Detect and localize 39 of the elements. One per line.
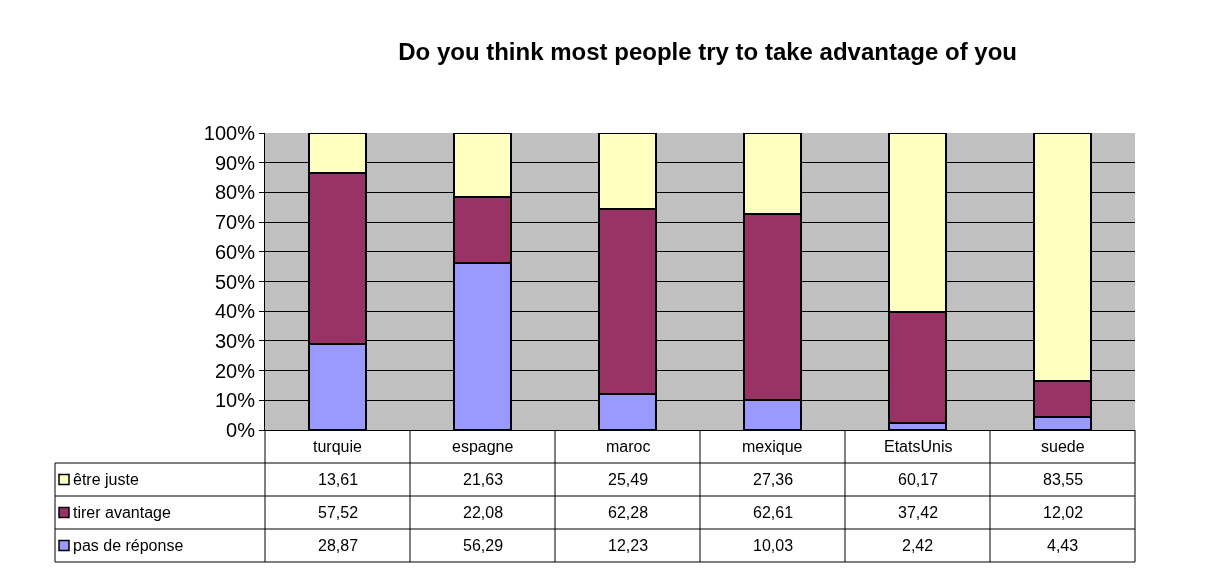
data-label: 2,42 bbox=[902, 537, 934, 554]
x-tick-label: maroc bbox=[606, 438, 651, 455]
y-tick-label: 100% bbox=[203, 122, 256, 144]
legend-label: être juste bbox=[73, 471, 139, 488]
data-label: 57,52 bbox=[318, 504, 359, 521]
legend-label: pas de réponse bbox=[73, 537, 184, 554]
y-tick-label: 20% bbox=[214, 359, 256, 382]
data-label: 10,03 bbox=[753, 537, 794, 554]
data-label: 60,17 bbox=[898, 471, 939, 488]
data-label: 4,43 bbox=[1047, 537, 1079, 554]
data-label: 62,61 bbox=[753, 504, 794, 521]
data-label: 22,08 bbox=[463, 504, 504, 521]
y-tick-label: 10% bbox=[214, 389, 256, 412]
data-label: 37,42 bbox=[898, 504, 939, 521]
x-tick-label: mexique bbox=[742, 438, 803, 455]
legend-label: tirer avantage bbox=[73, 504, 171, 521]
data-label: 13,61 bbox=[318, 471, 359, 488]
y-tick-label: 80% bbox=[214, 181, 256, 204]
data-label: 27,36 bbox=[753, 471, 794, 488]
x-tick-label: turquie bbox=[313, 438, 363, 455]
data-label: 12,02 bbox=[1043, 504, 1084, 521]
data-label: 28,87 bbox=[318, 537, 359, 554]
y-tick-label: 0% bbox=[226, 419, 256, 441]
data-label: 56,29 bbox=[463, 537, 504, 554]
y-tick-label: 30% bbox=[214, 329, 256, 352]
y-tick-label: 90% bbox=[214, 151, 256, 174]
data-label: 62,28 bbox=[608, 504, 649, 521]
y-tick-label: 60% bbox=[214, 240, 256, 263]
x-tick-label: EtatsUnis bbox=[884, 438, 953, 455]
y-tick-label: 50% bbox=[214, 270, 256, 293]
chart-title: Do you think most people try to take advantage of you bbox=[398, 38, 1017, 66]
y-tick-label: 40% bbox=[214, 300, 256, 323]
data-label: 25,49 bbox=[608, 471, 649, 488]
x-tick-label: suede bbox=[1041, 438, 1085, 455]
data-label: 83,55 bbox=[1043, 471, 1084, 488]
y-tick-label: 70% bbox=[214, 211, 256, 234]
x-tick-label: espagne bbox=[452, 438, 514, 455]
data-label: 12,23 bbox=[608, 537, 649, 554]
data-label: 21,63 bbox=[463, 471, 504, 488]
